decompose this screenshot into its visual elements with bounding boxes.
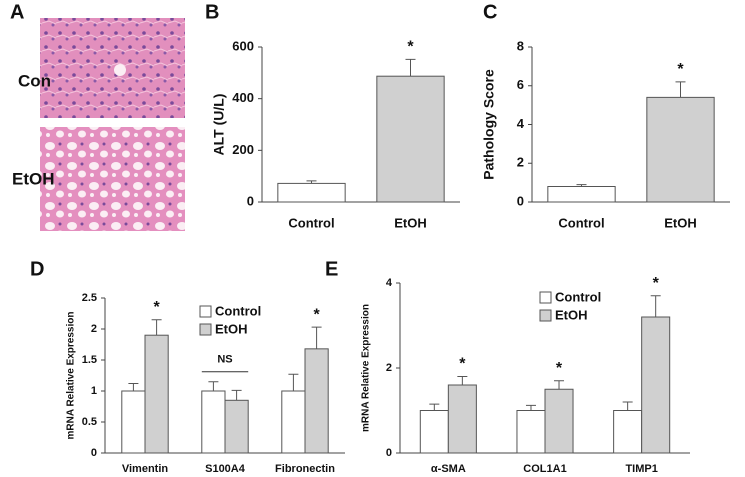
legend-label: EtOH: [215, 321, 248, 336]
y-tick-label: 400: [232, 90, 254, 105]
bar: [547, 186, 616, 203]
bar: [281, 390, 306, 454]
legend-swatch: [199, 305, 212, 318]
legend-label: Control: [555, 289, 601, 304]
bar: [144, 334, 169, 454]
y-tick-label: 4: [386, 277, 393, 289]
bar: [201, 390, 226, 454]
panel-letter: C: [483, 1, 497, 23]
y-tick-label: 8: [517, 38, 524, 53]
annotation: *: [407, 39, 414, 56]
panel-a: A Con EtOH: [10, 1, 185, 231]
vessel: [114, 64, 126, 76]
y-tick-label: 2: [386, 362, 392, 374]
y-tick-label: 1.5: [82, 354, 97, 366]
legend-label: Control: [215, 303, 261, 318]
row-label: EtOH: [12, 169, 55, 188]
x-tick-label: EtOH: [394, 215, 427, 230]
bar: [613, 410, 643, 454]
error-bar: [405, 58, 416, 77]
error-bar: [306, 180, 317, 184]
y-tick-label: 6: [517, 77, 524, 92]
panel-letter: B: [205, 1, 219, 23]
error-bar: [554, 380, 565, 390]
y-tick-label: 0: [517, 193, 524, 208]
error-bar: [457, 376, 468, 385]
error-bar: [311, 326, 322, 349]
y-tick-label: 2.5: [82, 292, 97, 304]
error-bar: [622, 401, 633, 411]
legend-swatch: [199, 323, 212, 336]
y-tick-label: 0: [386, 447, 392, 459]
y-axis-label: mRNA Relative Expression: [361, 304, 372, 432]
error-bar: [208, 381, 219, 391]
error-bar: [650, 295, 661, 317]
bar: [121, 390, 146, 454]
error-bar: [525, 404, 536, 411]
annotation: *: [313, 306, 320, 323]
bar: [447, 384, 477, 454]
x-tick-label: Control: [288, 215, 334, 230]
panel-letter: A: [10, 1, 24, 23]
annotation: *: [459, 356, 466, 373]
y-axis-label: Pathology Score: [481, 69, 497, 180]
y-tick-label: 2: [517, 155, 524, 170]
y-tick-label: 2: [91, 323, 97, 335]
histology-image: [40, 18, 185, 118]
y-tick-label: 0.5: [82, 416, 97, 428]
y-tick-label: 4: [517, 116, 525, 131]
bar: [277, 182, 346, 203]
error-bar: [231, 389, 242, 401]
legend-label: EtOH: [555, 307, 588, 322]
annotation: *: [153, 299, 160, 316]
annotation: *: [556, 360, 563, 377]
bar: [516, 410, 546, 454]
y-axis-label: ALT (U/L): [211, 94, 227, 156]
error-bar: [288, 373, 299, 391]
x-tick-label: Vimentin: [122, 463, 169, 475]
bar: [224, 399, 249, 454]
error-bar: [429, 403, 440, 411]
error-bar: [151, 319, 162, 336]
bar: [304, 348, 329, 454]
y-tick-label: 0: [247, 193, 254, 208]
annotation: *: [653, 275, 660, 292]
y-tick-label: 1: [91, 385, 97, 397]
x-tick-label: S100A4: [205, 463, 246, 475]
x-tick-label: EtOH: [664, 215, 697, 230]
x-tick-label: TIMP1: [625, 463, 657, 475]
legend-swatch: [539, 291, 552, 304]
x-tick-label: α-SMA: [431, 463, 466, 475]
histology-image: [40, 127, 185, 231]
panel-letter: E: [325, 258, 338, 280]
error-bar: [128, 383, 139, 391]
legend-swatch: [539, 309, 552, 322]
y-tick-label: 0: [91, 447, 97, 459]
annotation: *: [677, 61, 684, 78]
row-label: Con: [18, 71, 51, 90]
annotation: NS: [217, 354, 232, 366]
y-tick-label: 600: [232, 38, 254, 53]
bar: [641, 316, 671, 454]
y-tick-label: 200: [232, 142, 254, 157]
y-axis-label: mRNA Relative Expression: [66, 311, 77, 439]
bar: [376, 75, 445, 203]
bar: [646, 96, 715, 203]
bar: [544, 388, 574, 454]
x-tick-label: Fibronectin: [275, 463, 335, 475]
bar: [419, 410, 449, 454]
panel-letter: D: [30, 258, 44, 280]
error-bar: [576, 184, 587, 187]
error-bar: [675, 81, 686, 98]
x-tick-label: Control: [558, 215, 604, 230]
x-tick-label: COL1A1: [523, 463, 566, 475]
